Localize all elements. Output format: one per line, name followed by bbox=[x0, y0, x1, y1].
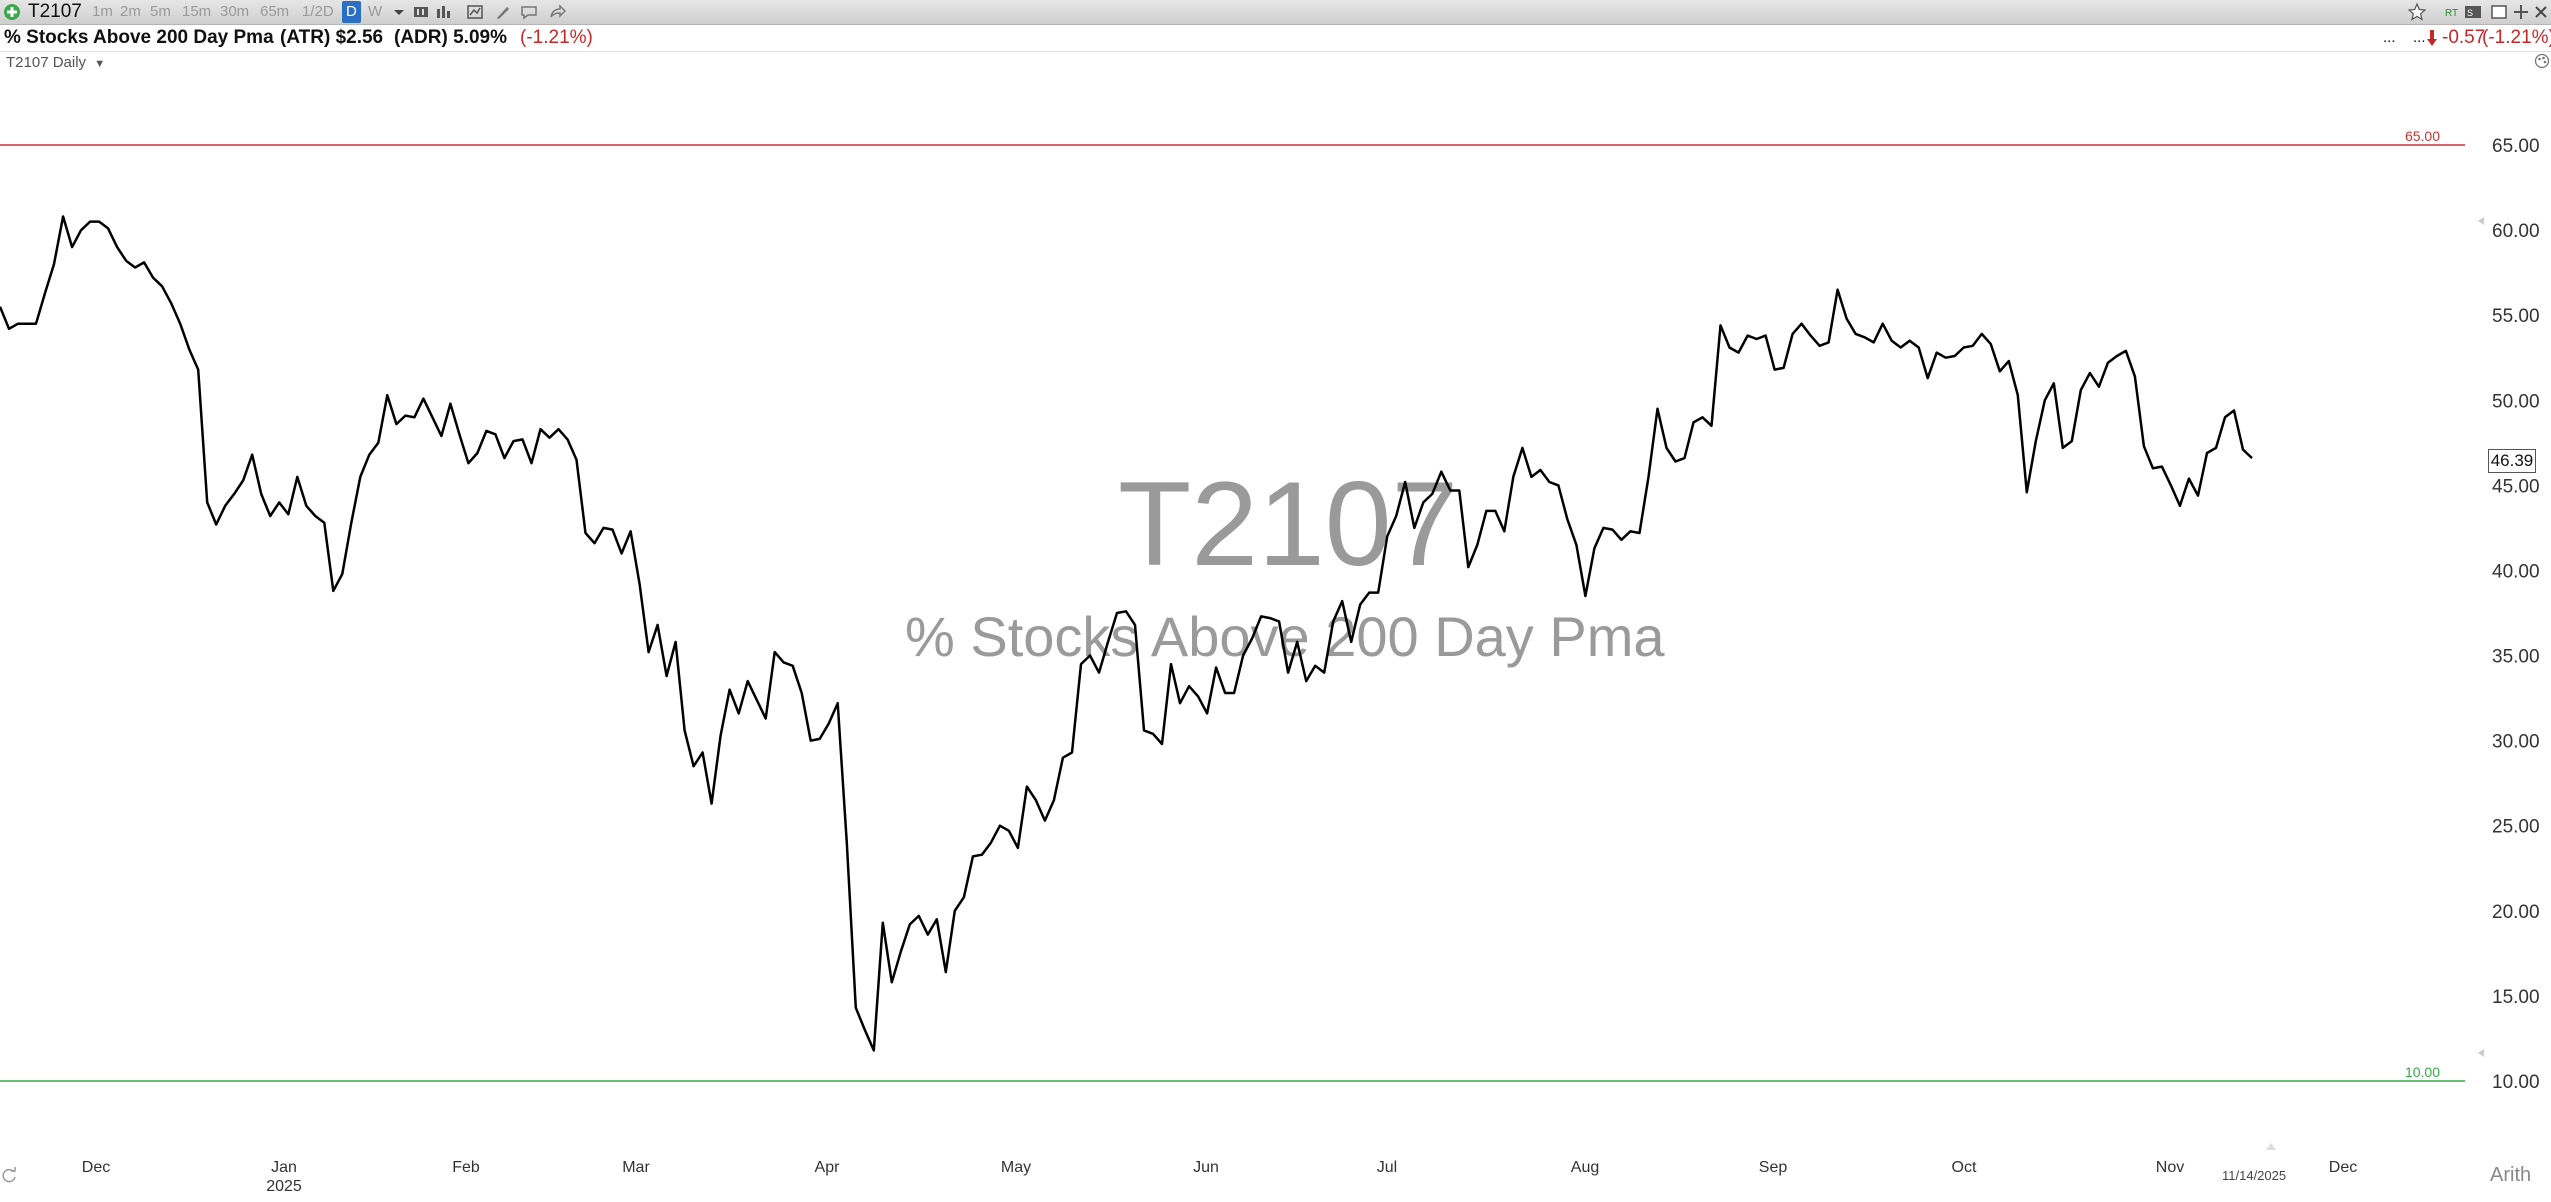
x-tick-label: Jun bbox=[1193, 1159, 1219, 1176]
y-tick-label: 45.00 bbox=[2492, 476, 2540, 497]
last-price-box: 46.39 bbox=[2488, 449, 2536, 473]
x-year-label: 2025 bbox=[266, 1178, 302, 1195]
palette-icon[interactable] bbox=[2534, 53, 2550, 69]
x-tick-label: Oct bbox=[1952, 1159, 1977, 1176]
x-tick-label: Feb bbox=[452, 1159, 480, 1176]
x-tick-label: Dec bbox=[82, 1159, 110, 1176]
scroll-right-icon[interactable] bbox=[2476, 1048, 2486, 1058]
net-change: -0.57 bbox=[2442, 27, 2486, 48]
share-icon[interactable] bbox=[548, 3, 566, 21]
x-tick-label: May bbox=[1001, 1159, 1031, 1176]
move-icon[interactable] bbox=[2512, 3, 2530, 21]
indicator-icon[interactable] bbox=[466, 3, 484, 21]
y-tick-label: 25.00 bbox=[2492, 817, 2540, 838]
reference-line-label-0: 65.00 bbox=[2405, 128, 2440, 144]
y-tick-label: 65.00 bbox=[2492, 136, 2540, 157]
top-toolbar: T2107 1m 2m 5m 15m 30m 65m 1/2D D W RT S bbox=[0, 0, 2551, 25]
adr-value: (ADR) 5.09% bbox=[394, 27, 507, 48]
x-tick-label: Dec bbox=[2329, 1159, 2357, 1176]
y-tick-label: 20.00 bbox=[2492, 902, 2540, 923]
interval-2m[interactable]: 2m bbox=[120, 3, 141, 20]
scroll-up-icon[interactable] bbox=[2476, 216, 2486, 226]
annotation-icon[interactable] bbox=[520, 3, 538, 21]
x-tick-label: Mar bbox=[622, 1159, 650, 1176]
x-tick-label: Jul bbox=[1377, 1159, 1397, 1176]
date-marker-icon bbox=[2266, 1143, 2276, 1150]
add-symbol-icon[interactable] bbox=[3, 3, 21, 21]
candle-type-icon[interactable] bbox=[412, 3, 430, 21]
y-tick-label: 15.00 bbox=[2492, 987, 2540, 1008]
quote-header: % Stocks Above 200 Day Pma (ATR) $2.56 (… bbox=[0, 25, 2551, 52]
x-tick-label: Apr bbox=[815, 1159, 841, 1176]
refresh-icon[interactable] bbox=[0, 1166, 18, 1184]
realtime-icon[interactable]: RT bbox=[2444, 3, 2462, 21]
watermark-symbol: T2107 bbox=[1118, 457, 1459, 591]
y-tick-label: 10.00 bbox=[2492, 1072, 2540, 1093]
net-change-percent: (-1.21%) bbox=[2482, 27, 2551, 48]
symbol-input[interactable]: T2107 bbox=[28, 1, 82, 22]
chart-period-label: T2107 Daily bbox=[6, 54, 87, 71]
menu-ellipsis-2[interactable]: ... bbox=[2413, 29, 2426, 46]
svg-text:RT: RT bbox=[2445, 8, 2458, 19]
interval-15m[interactable]: 15m bbox=[182, 3, 212, 20]
x-tick-label: Jan bbox=[271, 1159, 297, 1176]
close-icon[interactable] bbox=[2532, 3, 2550, 21]
settings-icon[interactable]: S bbox=[2464, 3, 2482, 21]
interval-5m[interactable]: 5m bbox=[150, 3, 171, 20]
price-series-line bbox=[0, 215, 2253, 1052]
change-percent: (-1.21%) bbox=[520, 27, 593, 48]
interval-65m[interactable]: 65m bbox=[260, 3, 290, 20]
current-date-tag: 11/14/2025 bbox=[2222, 1168, 2287, 1183]
interval-weekly[interactable]: W bbox=[368, 3, 383, 20]
y-tick-label: 40.00 bbox=[2492, 561, 2540, 582]
reference-line-label-1: 10.00 bbox=[2405, 1064, 2440, 1080]
interval-30m[interactable]: 30m bbox=[220, 3, 250, 20]
menu-ellipsis-1[interactable]: ... bbox=[2383, 29, 2396, 46]
bar-chart-icon[interactable] bbox=[434, 3, 452, 21]
caret-down-icon: ▼ bbox=[94, 58, 106, 70]
interval-1m[interactable]: 1m bbox=[92, 3, 113, 20]
y-tick-label: 60.00 bbox=[2492, 221, 2540, 242]
y-tick-label: 35.00 bbox=[2492, 647, 2540, 668]
down-arrow-icon bbox=[2427, 30, 2437, 46]
star-icon[interactable] bbox=[2408, 3, 2426, 21]
interval-half-day[interactable]: 1/2D bbox=[302, 3, 334, 20]
window-icon[interactable] bbox=[2490, 3, 2508, 21]
y-tick-label: 55.00 bbox=[2492, 306, 2540, 327]
atr-value: (ATR) $2.56 bbox=[280, 27, 384, 48]
chart-period-dropdown[interactable]: T2107 Daily ▼ bbox=[6, 54, 105, 71]
chevron-down-icon[interactable] bbox=[390, 3, 408, 21]
y-tick-label: 30.00 bbox=[2492, 732, 2540, 753]
x-tick-label: Sep bbox=[1759, 1159, 1788, 1176]
y-tick-label: 50.00 bbox=[2492, 391, 2540, 412]
x-tick-label: Nov bbox=[2156, 1159, 2184, 1176]
indicator-name: % Stocks Above 200 Day Pma bbox=[4, 27, 274, 48]
interval-daily[interactable]: D bbox=[342, 1, 361, 23]
svg-text:S: S bbox=[2467, 8, 2473, 18]
x-tick-label: Aug bbox=[1571, 1159, 1599, 1176]
draw-tool-icon[interactable] bbox=[494, 3, 512, 21]
scale-mode[interactable]: Arith bbox=[2490, 1164, 2532, 1186]
